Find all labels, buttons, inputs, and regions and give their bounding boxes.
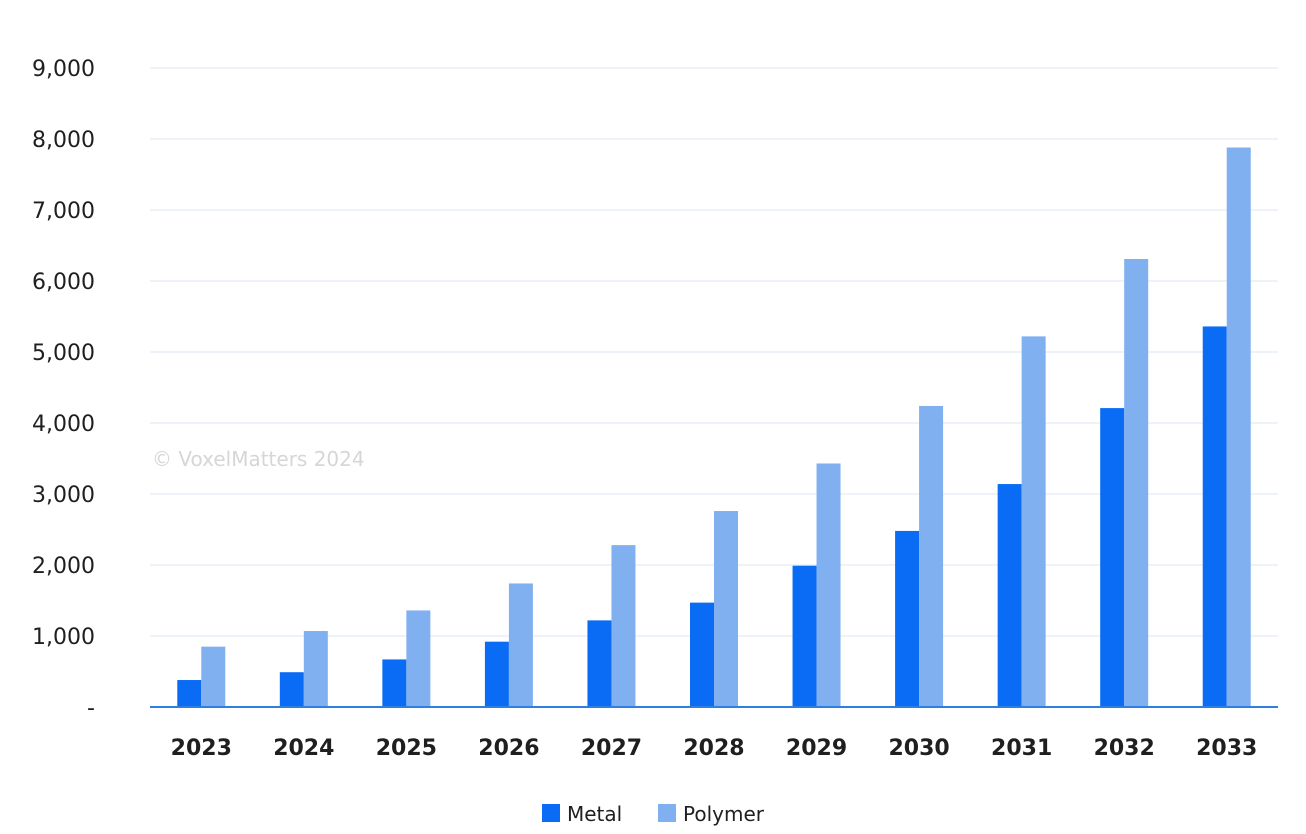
bars (177, 147, 1251, 707)
x-tick-label: 2029 (786, 736, 847, 761)
bar-polymer (1226, 147, 1251, 707)
y-tick-label: 1,000 (32, 625, 95, 650)
bar-polymer (611, 545, 636, 707)
y-axis-ticks: - 1,000 2,000 3,000 4,000 5,000 6,000 7,000 8,00… (32, 57, 95, 721)
y-tick-label: 8,000 (32, 128, 95, 153)
legend-label-metal: Metal (567, 802, 622, 826)
bar-polymer (816, 463, 841, 707)
bar-polymer (303, 631, 328, 707)
legend: Metal Polymer (542, 802, 765, 826)
bar-metal (279, 672, 304, 707)
x-tick-label: 2033 (1196, 736, 1257, 761)
x-tick-label: 2024 (273, 736, 334, 761)
x-tick-label: 2027 (581, 736, 642, 761)
legend-swatch-metal (542, 804, 560, 822)
bar-metal (1202, 326, 1227, 707)
y-tick-label: 3,000 (32, 483, 95, 508)
legend-label-polymer: Polymer (683, 802, 765, 826)
bar-polymer (406, 610, 431, 707)
gridlines (150, 67, 1278, 637)
bar-metal (382, 659, 407, 707)
bar-polymer (714, 511, 738, 707)
y-tick-label: 6,000 (32, 270, 95, 295)
x-tick-label: 2028 (683, 736, 744, 761)
bar-metal (690, 602, 714, 707)
y-tick-label: 7,000 (32, 199, 95, 224)
y-tick-label: 9,000 (32, 57, 95, 82)
bar-polymer (919, 405, 944, 707)
x-axis-ticks: 2023 2024 2025 2026 2027 2028 2029 2030 2031 2032… (171, 736, 1258, 761)
bar-polymer (1124, 258, 1149, 707)
legend-swatch-polymer (658, 804, 676, 822)
x-tick-label: 2026 (478, 736, 539, 761)
bar-polymer (1021, 336, 1046, 707)
bar-polymer (201, 646, 226, 707)
bar-metal (1100, 408, 1125, 707)
y-tick-label: 4,000 (32, 412, 95, 437)
bar-metal (484, 641, 509, 707)
x-tick-label: 2023 (171, 736, 232, 761)
bar-metal (587, 620, 612, 707)
y-tick-label: - (87, 696, 95, 721)
bar-metal (997, 484, 1022, 707)
watermark-text: © VoxelMatters 2024 (152, 447, 365, 471)
x-tick-label: 2030 (888, 736, 949, 761)
y-tick-label: 2,000 (32, 554, 95, 579)
x-tick-label: 2031 (991, 736, 1052, 761)
bar-metal (895, 530, 920, 707)
bar-polymer (508, 583, 533, 707)
x-tick-label: 2032 (1094, 736, 1155, 761)
x-tick-label: 2025 (376, 736, 437, 761)
bar-metal (177, 680, 202, 707)
y-tick-label: 5,000 (32, 341, 95, 366)
bar-metal (792, 565, 817, 707)
